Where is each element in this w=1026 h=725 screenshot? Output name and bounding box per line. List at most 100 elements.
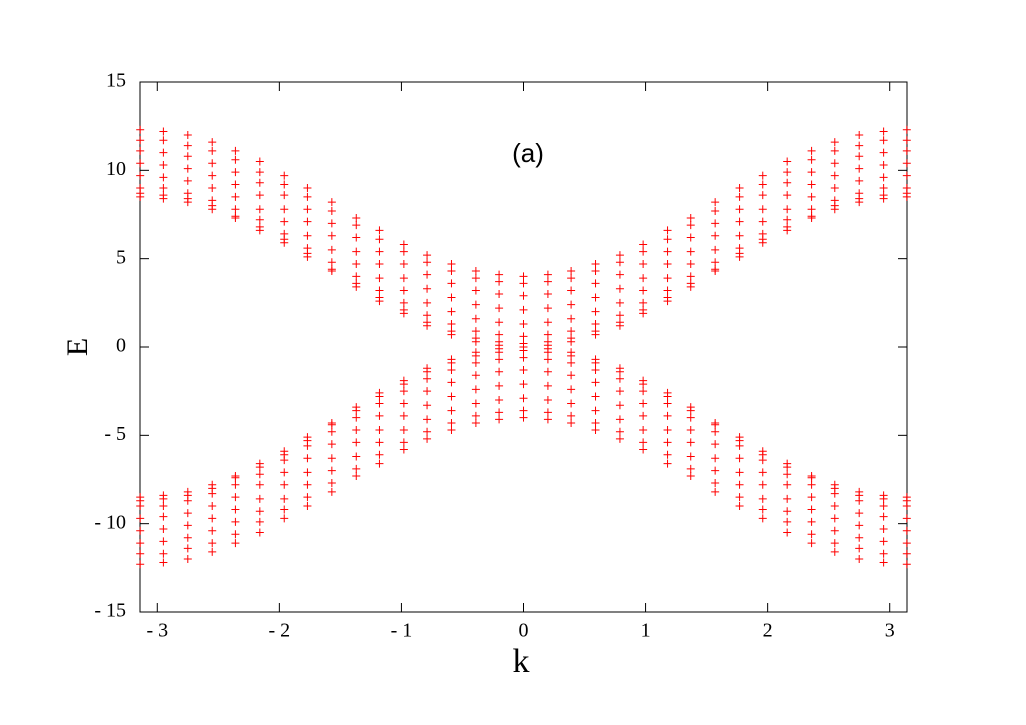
point	[447, 358, 456, 367]
point	[352, 272, 361, 281]
point	[327, 487, 336, 496]
point	[399, 387, 408, 396]
point	[519, 394, 528, 403]
point	[639, 274, 648, 283]
point	[711, 258, 720, 267]
point	[352, 426, 361, 435]
point	[711, 245, 720, 254]
point	[591, 418, 600, 427]
point	[208, 489, 217, 498]
point	[136, 514, 145, 523]
point	[807, 155, 816, 164]
point	[639, 445, 648, 454]
point	[423, 367, 432, 376]
point	[783, 463, 792, 472]
point	[543, 290, 552, 298]
point	[447, 418, 456, 427]
point	[735, 205, 744, 214]
point	[711, 427, 720, 436]
point	[591, 358, 600, 367]
point	[231, 155, 240, 164]
point	[686, 221, 695, 230]
point	[471, 334, 480, 343]
point	[711, 231, 720, 240]
point	[495, 396, 504, 404]
point	[208, 502, 217, 510]
point	[591, 392, 600, 401]
point	[663, 426, 672, 435]
point	[231, 480, 240, 489]
point	[807, 539, 816, 548]
point	[352, 259, 361, 268]
point	[615, 251, 624, 260]
point	[639, 380, 648, 389]
point	[591, 327, 600, 336]
point	[399, 240, 408, 249]
point	[447, 293, 456, 302]
point	[519, 380, 528, 389]
point	[471, 274, 480, 283]
point	[663, 392, 672, 401]
point	[902, 159, 911, 168]
point	[591, 293, 600, 302]
point	[280, 205, 289, 214]
point	[591, 406, 600, 415]
point	[303, 441, 312, 450]
point	[639, 240, 648, 249]
point	[255, 463, 264, 472]
point	[735, 480, 744, 489]
point	[663, 399, 672, 408]
point	[567, 274, 576, 283]
point	[519, 353, 528, 362]
point	[352, 247, 361, 256]
point	[423, 401, 432, 410]
point	[758, 171, 767, 180]
point	[879, 136, 888, 145]
point	[208, 159, 217, 168]
point	[399, 399, 408, 408]
point	[902, 146, 911, 155]
point	[495, 290, 504, 298]
point	[663, 450, 672, 459]
point	[879, 161, 888, 170]
point	[423, 387, 432, 396]
point	[136, 549, 145, 558]
point	[807, 505, 816, 514]
point	[471, 371, 480, 380]
point	[519, 406, 528, 415]
point	[735, 244, 744, 253]
point	[375, 226, 384, 235]
point	[255, 168, 264, 177]
point	[807, 192, 816, 201]
point	[447, 320, 456, 329]
point	[375, 247, 384, 256]
point	[855, 152, 864, 161]
point	[519, 320, 528, 329]
point	[375, 438, 384, 447]
point	[615, 318, 624, 327]
point	[136, 502, 145, 510]
point	[663, 274, 672, 283]
point	[758, 217, 767, 226]
point	[807, 168, 816, 177]
point	[183, 521, 192, 530]
point	[783, 178, 792, 187]
point	[758, 180, 767, 189]
point	[183, 176, 192, 185]
point	[327, 231, 336, 240]
point	[423, 258, 432, 267]
point	[830, 526, 839, 535]
point	[855, 189, 864, 198]
point	[327, 265, 336, 274]
point	[495, 348, 504, 357]
point	[280, 171, 289, 180]
point	[327, 440, 336, 449]
point	[711, 479, 720, 488]
y-tick-label: 5	[116, 246, 126, 268]
point	[783, 528, 792, 537]
point	[303, 454, 312, 463]
point	[399, 247, 408, 256]
point	[471, 267, 480, 276]
point	[352, 214, 361, 223]
point	[280, 180, 289, 189]
